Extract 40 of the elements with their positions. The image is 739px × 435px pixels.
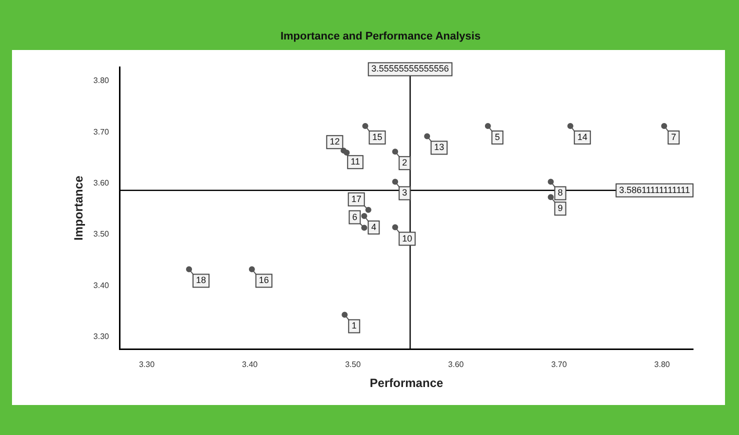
- y-axis-title: Importance: [72, 175, 86, 240]
- annotation: 3: [402, 188, 408, 198]
- annotation: 13: [434, 142, 444, 152]
- x-tick-label: 3.40: [242, 360, 258, 370]
- annotation: 11: [350, 156, 360, 167]
- annotation: 17: [351, 194, 362, 204]
- point: [484, 123, 491, 130]
- annotation: 7: [671, 132, 676, 142]
- annotation: 2: [402, 158, 408, 168]
- x-tick-label: 3.60: [448, 360, 464, 370]
- point: [661, 123, 668, 130]
- chart-title: Importance and Performance Analysis: [280, 30, 481, 43]
- x-tick-label: 3.30: [138, 360, 156, 370]
- x-tick-label: 3.80: [654, 360, 670, 370]
- point: [567, 123, 574, 130]
- annotation: 6: [352, 212, 358, 222]
- annotation: 5: [494, 132, 500, 142]
- annotation: 1: [352, 320, 357, 331]
- x-tick-label: 3.70: [551, 360, 568, 370]
- annotation: 12: [330, 136, 340, 147]
- annotation: 16: [258, 275, 269, 286]
- ref-line-label: 3.58611111111111: [619, 184, 690, 195]
- annotation: 10: [402, 233, 412, 244]
- annotation: 18: [196, 275, 206, 286]
- y-tick-label: 3.80: [93, 76, 110, 86]
- x-axis-title: Performance: [370, 376, 444, 390]
- y-tick-label: 3.50: [93, 230, 110, 239]
- y-tick-label: 3.70: [93, 127, 110, 136]
- annotation: 14: [577, 132, 588, 142]
- point: [392, 148, 398, 155]
- y-tick-label: 3.30: [93, 332, 110, 341]
- annotation: 8: [558, 188, 563, 198]
- x-tick-label: 3.50: [345, 360, 362, 370]
- point: [548, 178, 554, 185]
- annotation: 4: [371, 222, 376, 232]
- ref-line-label: 3.55555555555556: [371, 64, 449, 74]
- y-tick-label: 3.40: [93, 280, 110, 290]
- y-tick-label: 3.60: [93, 178, 110, 188]
- annotation: 15: [372, 132, 382, 142]
- annotation: 9: [558, 203, 563, 214]
